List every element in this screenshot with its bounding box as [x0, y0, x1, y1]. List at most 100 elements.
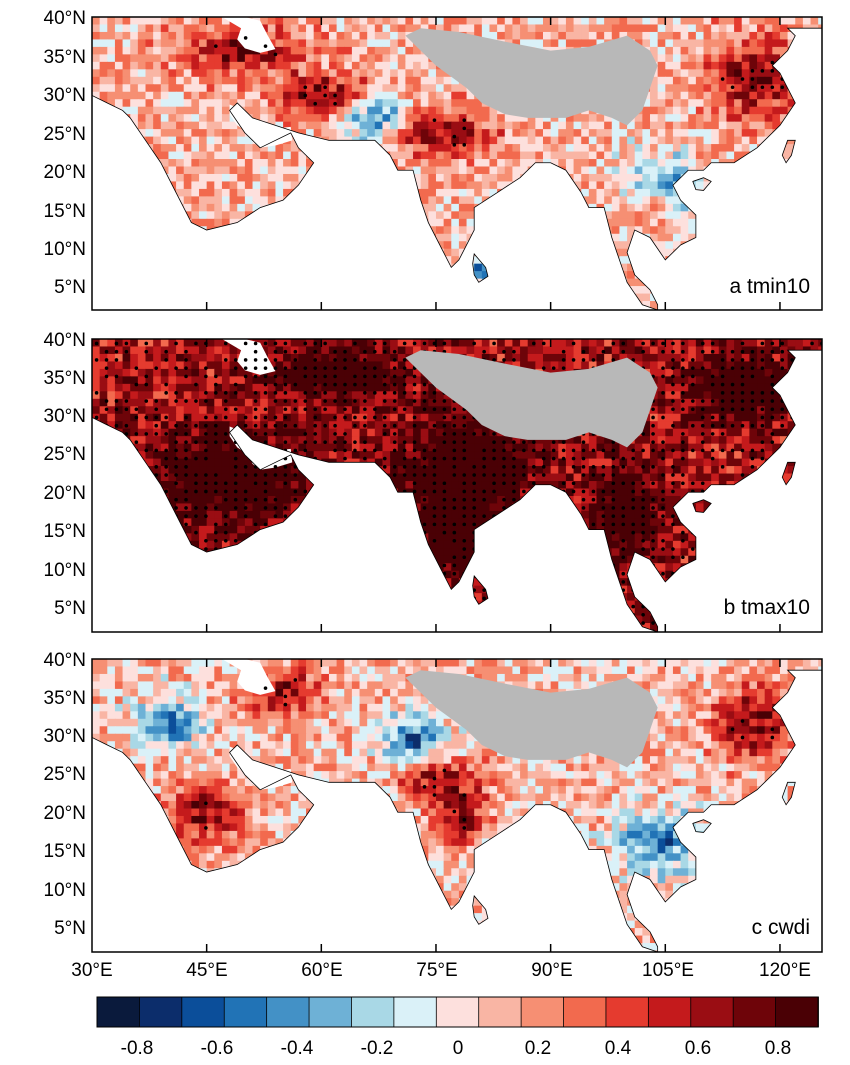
field-cell	[749, 413, 758, 422]
field-cell	[390, 61, 399, 70]
field-cell	[336, 233, 345, 242]
field-cell	[565, 159, 575, 168]
field-cell	[489, 173, 498, 183]
field-cell	[550, 286, 559, 295]
field-cell	[382, 263, 391, 272]
field-cell	[344, 233, 353, 242]
field-cell	[321, 54, 330, 63]
field-cell	[191, 278, 200, 287]
field-cell	[497, 248, 506, 257]
field-cell	[680, 166, 689, 175]
field-cell	[497, 166, 506, 175]
field-cell	[168, 211, 177, 220]
field-cell	[244, 233, 254, 242]
field-cell	[565, 361, 575, 370]
field-cell	[107, 376, 116, 385]
field-cell	[581, 301, 590, 310]
field-cell	[413, 173, 422, 183]
field-cell	[290, 46, 299, 55]
field-cell	[206, 17, 215, 26]
field-cell	[558, 248, 567, 257]
field-cell	[382, 339, 391, 348]
field-cell	[244, 136, 254, 145]
field-cell	[145, 398, 154, 407]
field-cell	[718, 248, 728, 257]
field-cell	[328, 106, 338, 115]
field-cell	[535, 353, 544, 363]
field-cell	[611, 129, 621, 138]
field-cell	[374, 361, 384, 370]
field-cell	[726, 241, 735, 250]
field-cell	[512, 159, 521, 168]
field-cell	[160, 391, 170, 400]
field-cell	[665, 24, 674, 33]
field-cell	[458, 233, 468, 242]
field-cell	[92, 99, 101, 108]
field-cell	[588, 293, 598, 302]
field-cell	[711, 31, 720, 41]
field-cell	[428, 84, 437, 93]
field-cell	[718, 196, 728, 205]
field-cell	[466, 173, 475, 183]
field-cell	[772, 121, 781, 130]
field-cell	[749, 383, 758, 392]
field-cell	[565, 226, 575, 235]
field-cell	[122, 383, 131, 392]
field-cell	[283, 346, 292, 355]
field-cell	[802, 166, 812, 175]
field-cell	[680, 91, 689, 100]
field-cell	[749, 188, 758, 197]
field-cell	[802, 218, 812, 227]
field-cell	[99, 339, 108, 348]
field-cell	[810, 69, 819, 78]
field-cell	[199, 368, 208, 377]
field-cell	[718, 17, 728, 26]
field-cell	[695, 293, 705, 302]
field-cell	[695, 181, 705, 190]
field-cell	[535, 248, 544, 257]
field-cell	[451, 84, 460, 93]
field-cell	[321, 376, 330, 385]
field-cell	[642, 181, 651, 190]
field-cell	[214, 61, 223, 70]
field-cell	[657, 406, 666, 415]
field-cell	[260, 69, 269, 78]
field-cell	[344, 188, 353, 197]
field-cell	[153, 144, 162, 153]
field-cell	[374, 144, 384, 153]
field-cell	[290, 233, 299, 242]
field-cell	[321, 121, 330, 130]
field-cell	[688, 286, 697, 295]
field-cell	[344, 293, 353, 302]
field-cell	[443, 84, 452, 93]
field-cell	[321, 46, 330, 55]
field-cell	[810, 413, 819, 422]
field-cell	[749, 39, 758, 48]
field-cell	[130, 24, 139, 33]
field-cell	[145, 129, 154, 138]
field-cell	[199, 144, 208, 153]
field-cell	[497, 144, 506, 153]
field-cell	[229, 121, 238, 130]
field-cell	[810, 376, 819, 385]
field-cell	[267, 24, 277, 33]
field-cell	[290, 114, 299, 123]
field-cell	[428, 413, 437, 422]
field-cell	[749, 248, 758, 257]
field-cell	[359, 368, 368, 377]
field-cell	[191, 383, 200, 392]
field-cell	[153, 218, 162, 227]
field-cell	[672, 144, 682, 153]
field-cell	[237, 151, 246, 160]
field-cell	[703, 353, 712, 363]
field-cell	[749, 211, 758, 220]
field-cell	[542, 218, 552, 227]
field-cell	[672, 24, 682, 33]
field-cell	[787, 361, 796, 370]
field-cell	[504, 256, 514, 265]
field-cell	[802, 39, 812, 48]
field-cell	[558, 256, 567, 265]
field-cell	[298, 76, 307, 85]
field-cell	[344, 241, 353, 250]
field-cell	[244, 181, 254, 190]
